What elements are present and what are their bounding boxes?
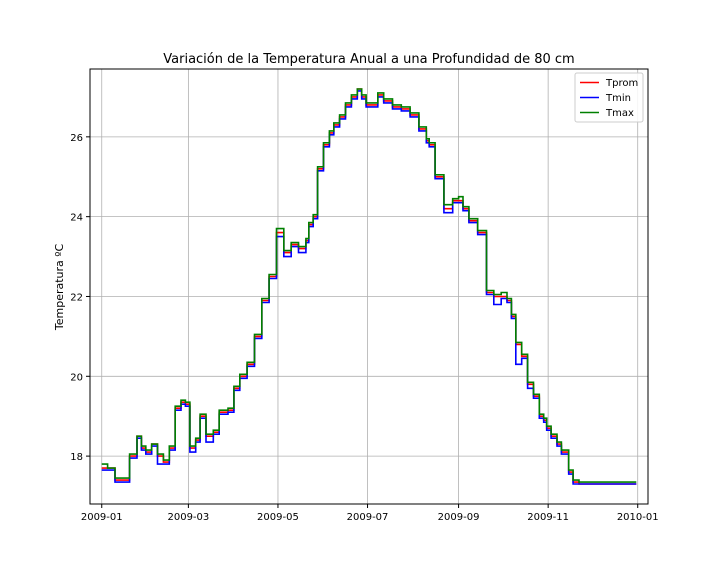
plot-frame	[89, 68, 649, 505]
legend-label: Tmin	[605, 93, 631, 104]
y-axis: 18 20 22 24 26	[70, 133, 90, 463]
series-line-tmax	[101, 88, 637, 483]
x-tick-label: 2009-03	[167, 512, 209, 523]
y-tick-label: 18	[70, 452, 83, 463]
y-axis-label: Temperatura ºC	[53, 244, 66, 332]
x-tick-label: 2009-09	[438, 512, 480, 523]
x-tick-label: 2009-07	[347, 512, 389, 523]
x-tick-label: 2009-01	[81, 512, 123, 523]
series-group	[101, 88, 637, 485]
legend-label: Tmax	[605, 108, 634, 119]
y-tick-label: 22	[70, 292, 83, 303]
chart-title: Variación de la Temperatura Anual a una …	[163, 52, 574, 67]
legend: Tprom Tmin Tmax	[574, 72, 644, 123]
series-line-tprom	[101, 88, 637, 485]
series-line-tmin	[101, 90, 637, 485]
legend-box	[574, 72, 644, 123]
y-tick-label: 24	[70, 213, 83, 224]
x-tick-label: 2009-11	[527, 512, 569, 523]
y-tick-label: 26	[70, 133, 83, 144]
grid	[90, 69, 648, 504]
legend-label: Tprom	[605, 78, 638, 89]
x-axis: 2009-01 2009-03 2009-05 2009-07 2009-09 2009-…	[81, 504, 659, 523]
x-tick-label: 2009-05	[257, 512, 299, 523]
y-tick-label: 20	[70, 372, 83, 383]
x-tick-label: 2010-01	[617, 512, 659, 523]
